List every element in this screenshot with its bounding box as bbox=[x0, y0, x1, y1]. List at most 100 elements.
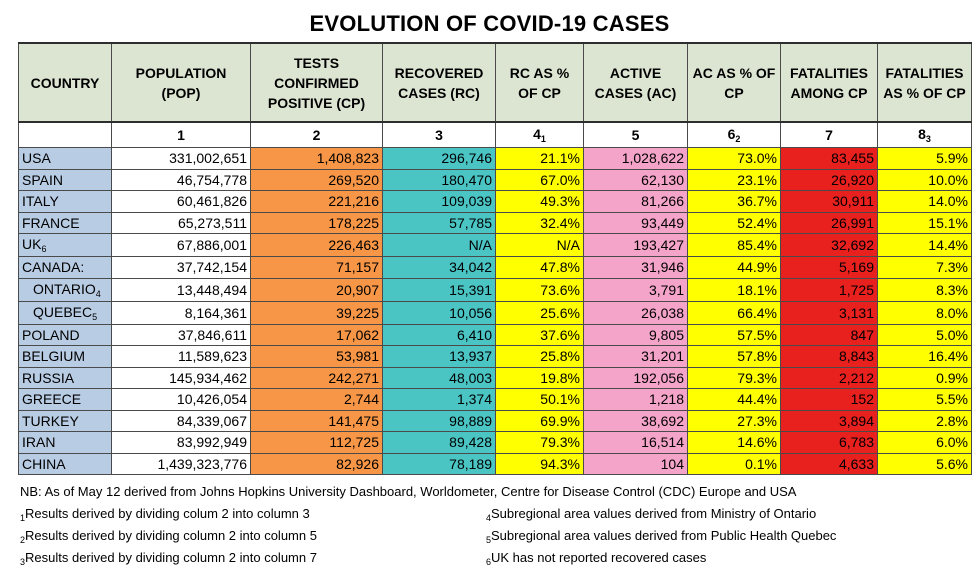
fatalities-cell: 5,169 bbox=[780, 256, 878, 279]
table-row: ONTARIO4 13,448,494 20,907 15,391 73.6% 3,791… bbox=[18, 277, 972, 302]
country-name: RUSSIA bbox=[22, 369, 75, 386]
column-header-line: (POP) bbox=[161, 84, 201, 101]
fatalities-cell: 847 bbox=[780, 323, 878, 346]
confirmed-positive-cell: 53,981 bbox=[250, 345, 383, 368]
fatalities-pct-cell: 14.0% bbox=[877, 190, 972, 213]
footnote-4: 4Subregional area values derived from Mi… bbox=[486, 506, 816, 523]
recovered-cell: 98,889 bbox=[382, 409, 496, 432]
confirmed-positive-cell: 82,926 bbox=[250, 452, 383, 475]
column-number: 41 bbox=[495, 121, 584, 148]
fatalities-pct-cell: 10.0% bbox=[877, 168, 972, 191]
column-header: AC AS % OF CP bbox=[687, 42, 781, 123]
header-row: COUNTRY POPULATION (POP) TESTS CONFIRMED POSI… bbox=[18, 42, 972, 123]
recovered-cell: 89,428 bbox=[382, 431, 496, 454]
country-cell: QUEBEC5 bbox=[18, 300, 112, 325]
country-cell: USA bbox=[18, 147, 112, 170]
column-header: COUNTRY bbox=[18, 42, 112, 123]
population-cell: 37,742,154 bbox=[111, 256, 251, 279]
table-row: CANADA: 37,742,154 71,157 34,042 47.8% 31,946… bbox=[18, 256, 972, 279]
column-header-line: CP bbox=[724, 84, 744, 101]
fatalities-cell: 3,131 bbox=[780, 300, 878, 325]
country-footnote-mark: 4 bbox=[95, 288, 101, 299]
recovered-pct-cell: 47.8% bbox=[495, 256, 584, 279]
country-name: FRANCE bbox=[22, 214, 80, 231]
fatalities-pct-cell: 5.5% bbox=[877, 388, 972, 411]
confirmed-positive-cell: 17,062 bbox=[250, 323, 383, 346]
footnote-2: 2Results derived by dividing column 2 in… bbox=[20, 528, 317, 545]
footnote-mark: 4 bbox=[486, 513, 492, 523]
column-header-line: CASES (RC) bbox=[398, 84, 480, 101]
fatalities-pct-cell: 16.4% bbox=[877, 345, 972, 368]
column-header: RC AS % OF CP bbox=[495, 42, 584, 123]
active-pct-cell: 23.1% bbox=[687, 168, 781, 191]
country-name: CHINA bbox=[22, 455, 66, 472]
country-name: USA bbox=[22, 150, 51, 167]
population-cell: 1,439,323,776 bbox=[111, 452, 251, 475]
population-cell: 10,426,054 bbox=[111, 388, 251, 411]
fatalities-pct-cell: 8.3% bbox=[877, 277, 972, 302]
recovered-cell: 109,039 bbox=[382, 190, 496, 213]
footnote-text: Subregional area values derived from Pub… bbox=[491, 528, 837, 543]
active-cell: 93,449 bbox=[583, 211, 688, 234]
table-row: FRANCE 65,273,511 178,225 57,785 32.4% 93,449… bbox=[18, 211, 972, 234]
column-number-value: 4 bbox=[533, 126, 541, 142]
table-row: UK6 67,886,001 226,463 N/A N/A 193,427 85.4% 32… bbox=[18, 233, 972, 257]
recovered-pct-cell: 69.9% bbox=[495, 409, 584, 432]
recovered-pct-cell: 73.6% bbox=[495, 277, 584, 302]
active-pct-cell: 0.1% bbox=[687, 452, 781, 475]
table-row: BELGIUM 11,589,623 53,981 13,937 25.8% 31,201… bbox=[18, 345, 972, 368]
footnote-6: 6UK has not reported recovered cases bbox=[486, 550, 707, 567]
active-cell: 62,130 bbox=[583, 168, 688, 191]
active-cell: 3,791 bbox=[583, 277, 688, 302]
footnote-text: UK has not reported recovered cases bbox=[491, 550, 707, 565]
column-number bbox=[18, 121, 112, 148]
country-footnote-mark: 6 bbox=[41, 244, 47, 254]
population-cell: 65,273,511 bbox=[111, 211, 251, 234]
table-body: USA 331,002,651 1,408,823 296,746 21.1% 1,028… bbox=[18, 147, 972, 475]
fatalities-cell: 32,692 bbox=[780, 233, 878, 257]
footnote-mark: 2 bbox=[20, 535, 26, 545]
fatalities-cell: 8,843 bbox=[780, 345, 878, 368]
confirmed-positive-cell: 226,463 bbox=[250, 233, 383, 257]
table-row: ITALY 60,461,826 221,216 109,039 49.3% 81,266… bbox=[18, 190, 972, 213]
column-header-line: RECOVERED bbox=[394, 64, 484, 81]
fatalities-pct-cell: 2.8% bbox=[877, 409, 972, 432]
population-cell: 145,934,462 bbox=[111, 366, 251, 389]
active-pct-cell: 36.7% bbox=[687, 190, 781, 213]
column-header: ACTIVE CASES (AC) bbox=[583, 42, 688, 123]
recovered-cell: N/A bbox=[382, 233, 496, 257]
country-name: GREECE bbox=[22, 391, 82, 408]
country-cell: ONTARIO4 bbox=[18, 277, 112, 302]
population-cell: 37,846,611 bbox=[111, 323, 251, 346]
column-header-line: FATALITIES bbox=[789, 64, 869, 81]
country-cell: FRANCE bbox=[18, 211, 112, 234]
recovered-pct-cell: 37.6% bbox=[495, 323, 584, 346]
active-cell: 104 bbox=[583, 452, 688, 475]
country-cell: ITALY bbox=[18, 190, 112, 213]
country-cell: CHINA bbox=[18, 452, 112, 475]
country-name: TURKEY bbox=[22, 412, 79, 429]
footnote-text: Results derived by dividing colum 2 into… bbox=[25, 506, 310, 521]
column-header-line: POPULATION bbox=[135, 64, 227, 81]
active-cell: 38,692 bbox=[583, 409, 688, 432]
table-row: CHINA 1,439,323,776 82,926 78,189 94.3% 104 0.… bbox=[18, 452, 972, 475]
recovered-pct-cell: 21.1% bbox=[495, 147, 584, 170]
table-row: QUEBEC5 8,164,361 39,225 10,056 25.6% 26,038 6… bbox=[18, 300, 972, 325]
active-cell: 31,201 bbox=[583, 345, 688, 368]
recovered-pct-cell: 49.3% bbox=[495, 190, 584, 213]
covid-cases-table: COUNTRY POPULATION (POP) TESTS CONFIRMED POSI… bbox=[18, 42, 972, 475]
fatalities-cell: 26,991 bbox=[780, 211, 878, 234]
column-header-line: CASES (AC) bbox=[594, 84, 677, 101]
recovered-pct-cell: 32.4% bbox=[495, 211, 584, 234]
active-cell: 9,805 bbox=[583, 323, 688, 346]
confirmed-positive-cell: 1,408,823 bbox=[250, 147, 383, 170]
column-header: RECOVERED CASES (RC) bbox=[382, 42, 496, 123]
footnote-mark: 3 bbox=[20, 557, 26, 567]
recovered-pct-cell: 94.3% bbox=[495, 452, 584, 475]
footnote-mark: 6 bbox=[486, 557, 492, 567]
recovered-pct-cell: 67.0% bbox=[495, 168, 584, 191]
recovered-cell: 78,189 bbox=[382, 452, 496, 475]
column-header-line: POSITIVE (CP) bbox=[267, 94, 366, 111]
country-name: UK bbox=[22, 236, 42, 252]
confirmed-positive-cell: 178,225 bbox=[250, 211, 383, 234]
